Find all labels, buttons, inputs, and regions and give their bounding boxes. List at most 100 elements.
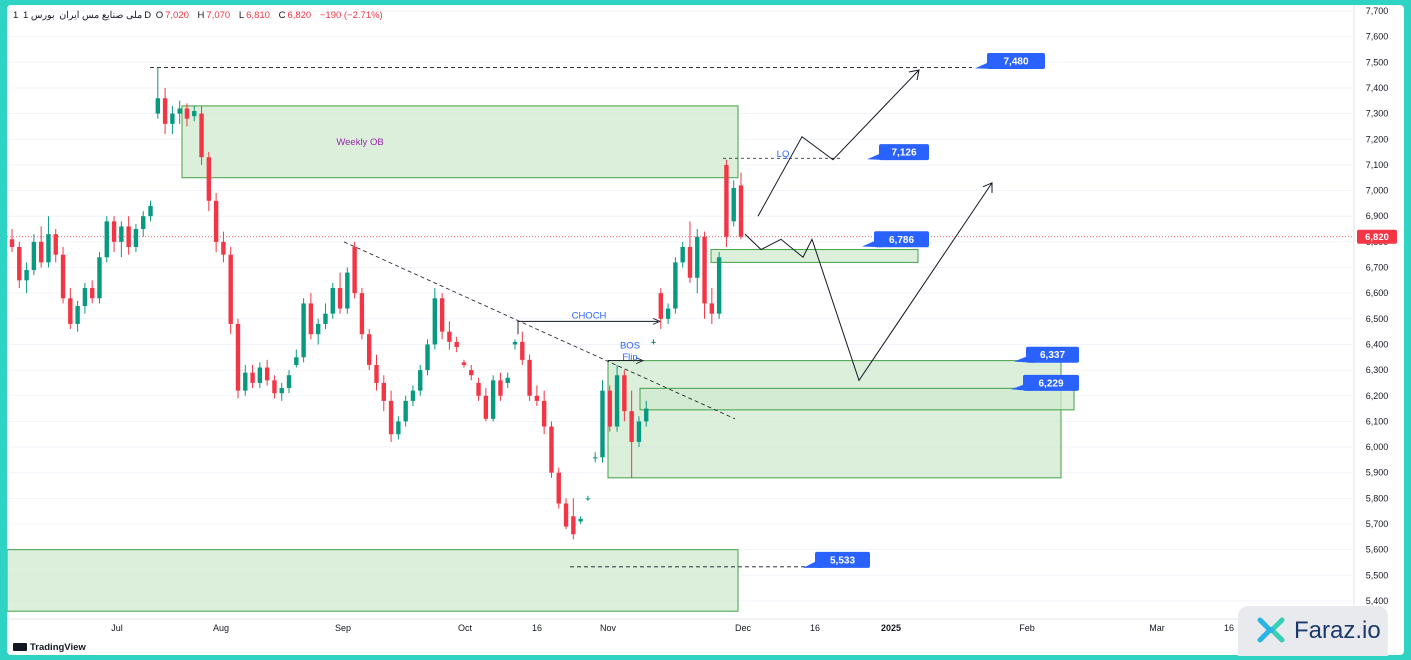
demand-large-zone xyxy=(607,360,1062,479)
tradingview-text: TradingView xyxy=(30,642,86,653)
y-axis[interactable]: 7,700 7,600 7,500 7,400 7,300 7,200 7,100 7,000… xyxy=(1353,5,1397,619)
candle xyxy=(111,216,117,253)
candle-body xyxy=(257,367,263,383)
candle xyxy=(250,364,255,389)
candle-body xyxy=(381,382,386,401)
symbol-info: 1 ملی صنایع مس ایران بورس 1D O 7,020 H 7,0… xyxy=(13,10,383,21)
candle-body xyxy=(75,305,80,324)
candle xyxy=(184,103,190,127)
candle-body xyxy=(512,341,518,345)
label-6229-box xyxy=(1023,374,1079,391)
candle xyxy=(461,359,467,368)
candle xyxy=(439,293,445,340)
candle xyxy=(636,416,642,448)
y-tick-label: 6,500 xyxy=(1366,314,1389,324)
candle-body xyxy=(410,390,416,401)
candle-body xyxy=(177,108,182,114)
label-6786: 6,786 xyxy=(862,231,929,248)
candle-body xyxy=(425,344,430,371)
x-tick-label: Dec xyxy=(735,623,752,633)
candle xyxy=(374,354,379,391)
candle-body xyxy=(89,288,95,299)
candle-body xyxy=(498,380,503,396)
candle xyxy=(695,229,700,294)
candle-body xyxy=(644,408,649,422)
candle xyxy=(257,362,263,389)
candle-body xyxy=(184,108,190,119)
tradingview-logo[interactable]: TradingView xyxy=(13,642,86,653)
y-tick-label: 5,400 xyxy=(1366,596,1389,606)
candle-body xyxy=(337,288,343,309)
y-tick-label: 7,300 xyxy=(1366,109,1389,119)
candle xyxy=(549,421,554,478)
candle xyxy=(563,498,569,530)
candle-body xyxy=(221,241,226,255)
candle-body xyxy=(593,457,598,459)
candle-body xyxy=(396,421,401,435)
y-tick-label: 6,700 xyxy=(1366,263,1389,273)
candle-body xyxy=(141,216,146,230)
label-5533-text: 5,533 xyxy=(830,555,855,566)
candle-body xyxy=(352,246,357,294)
candle xyxy=(243,364,248,396)
candle-body xyxy=(418,370,423,391)
candle-body xyxy=(388,400,394,435)
label-6337-box xyxy=(1026,346,1079,363)
candle-body xyxy=(119,226,124,242)
candle-body xyxy=(629,411,634,442)
candle xyxy=(53,229,58,263)
grid xyxy=(7,10,1352,602)
candle-body xyxy=(636,421,642,442)
candle xyxy=(46,216,51,268)
candle xyxy=(709,288,715,324)
y-tick-label: 5,900 xyxy=(1366,468,1389,478)
candle xyxy=(352,241,357,299)
candle xyxy=(410,385,416,407)
bearish-path-arrow xyxy=(982,182,993,193)
candle-body xyxy=(716,257,722,314)
candle xyxy=(388,390,394,442)
candle-body xyxy=(709,303,715,314)
open-label: O xyxy=(155,10,164,21)
candle-body xyxy=(315,323,321,335)
choch-arrow xyxy=(652,317,662,325)
demand-bottom-zone xyxy=(7,549,739,612)
candle-body xyxy=(155,98,160,114)
candle-body xyxy=(476,382,481,396)
faraz-text: Faraz.io xyxy=(1294,617,1381,644)
faraz-logo-icon xyxy=(1257,617,1285,643)
x-tick-label: 16 xyxy=(532,623,542,633)
candle-body xyxy=(724,164,729,237)
symbol-name[interactable]: ملی صنایع مس ایران xyxy=(59,10,143,21)
x-axis[interactable]: Jul Aug Sep Oct 16 Nov Dec 16 2025 Feb Mar 16 xyxy=(7,618,1354,633)
candle-body xyxy=(192,111,197,117)
candle-body xyxy=(294,357,299,365)
candle xyxy=(308,293,314,340)
candle xyxy=(600,380,605,463)
x-tick-label: Oct xyxy=(458,623,473,633)
candle xyxy=(221,231,226,263)
candle-body xyxy=(447,331,452,342)
candle xyxy=(541,390,547,435)
label-7480-pointer xyxy=(975,63,995,70)
choch-line xyxy=(517,320,658,335)
candle xyxy=(89,280,95,304)
candle xyxy=(330,282,335,319)
zones: Weekly OB xyxy=(7,105,1075,612)
candle-body xyxy=(585,498,591,500)
candle-body xyxy=(17,246,22,281)
label-5533-box xyxy=(815,551,870,568)
faraz-badge[interactable]: Faraz.io xyxy=(1238,606,1388,656)
candle xyxy=(9,229,15,253)
candle-body xyxy=(97,257,102,299)
timeframe[interactable]: 1D xyxy=(22,10,152,21)
candle-body xyxy=(199,113,204,158)
lq-label: LQ xyxy=(777,149,790,160)
candle-body xyxy=(680,246,685,263)
y-tick-label: 7,700 xyxy=(1366,6,1389,16)
candle-body xyxy=(68,298,73,324)
candle-body xyxy=(439,298,445,332)
exchange-name: بورس xyxy=(30,10,55,21)
